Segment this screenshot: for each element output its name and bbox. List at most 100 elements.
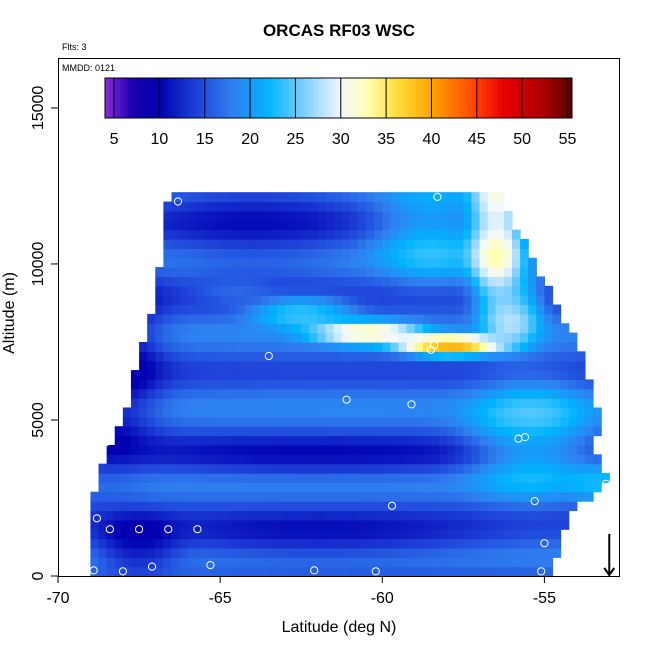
heatmap-cell: [414, 351, 424, 362]
heatmap-cell: [203, 192, 213, 203]
heatmap-cell: [301, 379, 310, 390]
heatmap-cell: [203, 267, 213, 278]
heatmap-cell: [293, 407, 302, 418]
heatmap-cell: [422, 444, 432, 455]
heatmap-cell: [163, 444, 173, 455]
heatmap-cell: [244, 566, 254, 577]
heatmap-cell: [439, 519, 448, 530]
heatmap-cell: [406, 463, 416, 474]
heatmap-cell: [276, 238, 286, 249]
heatmap-cell: [479, 360, 489, 371]
heatmap-cell: [471, 351, 481, 362]
heatmap-cell: [114, 482, 124, 493]
heatmap-cell: [122, 473, 132, 483]
heatmap-cell: [455, 435, 464, 446]
heatmap-cell: [382, 248, 391, 259]
colorbar-segment: [486, 78, 491, 118]
heatmap-cell: [349, 201, 359, 212]
heatmap-cell: [406, 210, 416, 221]
heatmap-cell: [236, 454, 246, 465]
heatmap-cell: [503, 238, 513, 249]
heatmap-cell: [366, 454, 375, 465]
heatmap-cell: [212, 267, 221, 278]
heatmap-cell: [163, 463, 173, 474]
heatmap-cell: [317, 257, 327, 268]
heatmap-cell: [293, 332, 302, 343]
heatmap-cell: [203, 566, 213, 577]
heatmap-cell: [187, 210, 197, 221]
heatmap-cell: [374, 304, 383, 315]
heatmap-cell: [171, 295, 181, 306]
heatmap-cell: [139, 379, 148, 390]
heatmap-cell: [390, 538, 400, 549]
heatmap-cell: [325, 454, 335, 465]
heatmap-cell: [447, 426, 456, 437]
heatmap-cell: [155, 407, 164, 418]
heatmap-cell: [366, 388, 375, 399]
heatmap-cell: [106, 463, 116, 474]
heatmap-cell: [122, 444, 132, 455]
heatmap-cell: [155, 529, 164, 540]
heatmap-cell: [244, 341, 254, 352]
heatmap-cell: [447, 388, 456, 399]
heatmap-cell: [341, 379, 351, 390]
heatmap-cell: [325, 482, 335, 493]
heatmap-cell: [203, 510, 213, 521]
heatmap-cell: [130, 547, 140, 558]
heatmap-cell: [212, 313, 221, 324]
heatmap-cell: [520, 501, 529, 512]
heatmap-cell: [187, 426, 197, 437]
heatmap-cell: [479, 370, 489, 381]
heatmap-cell: [503, 444, 513, 455]
heatmap-cell: [544, 538, 554, 549]
heatmap-cell: [422, 557, 432, 568]
heatmap-cell: [244, 547, 254, 558]
observation-point: [310, 566, 319, 575]
heatmap-cell: [552, 444, 562, 455]
heatmap-cell: [106, 454, 116, 465]
heatmap-cell: [511, 557, 521, 568]
heatmap-cell: [544, 557, 554, 568]
heatmap-cell: [212, 276, 221, 287]
heatmap-cell: [471, 323, 481, 334]
heatmap-cell: [422, 323, 432, 334]
heatmap-cell: [228, 510, 237, 521]
heatmap-cell: [576, 454, 586, 465]
heatmap-cell: [357, 379, 367, 390]
heatmap-cell: [317, 510, 327, 521]
colorbar-segment: [112, 78, 118, 118]
heatmap-cell: [536, 435, 546, 446]
heatmap-cell: [479, 341, 489, 352]
heatmap-cell: [147, 519, 156, 530]
heatmap-cell: [390, 295, 400, 306]
heatmap-cell: [422, 360, 432, 371]
heatmap-cell: [471, 435, 481, 446]
heatmap-cell: [155, 323, 164, 334]
heatmap-cells: [90, 192, 610, 577]
heatmap-cell: [260, 510, 270, 521]
heatmap-cell: [301, 407, 310, 418]
heatmap-cell: [414, 501, 424, 512]
y-tick-label: 15000: [30, 86, 47, 131]
heatmap-cell: [455, 304, 464, 315]
heatmap-cell: [568, 398, 578, 409]
heatmap-cell: [447, 285, 456, 296]
heatmap-cell: [374, 332, 383, 343]
colorbar-segment: [498, 78, 503, 118]
heatmap-cell: [414, 557, 424, 568]
heatmap-cell: [155, 332, 164, 343]
colorbar-segment: [354, 78, 359, 118]
heatmap-cell: [195, 398, 205, 409]
heatmap-cell: [203, 285, 213, 296]
heatmap-cell: [147, 332, 156, 343]
heatmap-cell: [479, 295, 489, 306]
heatmap-cell: [147, 557, 156, 568]
heatmap-cell: [406, 454, 416, 465]
heatmap-cell: [244, 192, 254, 203]
heatmap-cell: [260, 463, 270, 474]
colorbar-segment: [350, 78, 355, 118]
heatmap-cell: [163, 501, 173, 512]
heatmap-cell: [147, 444, 156, 455]
heatmap-cell: [552, 510, 562, 521]
heatmap-cell: [260, 444, 270, 455]
